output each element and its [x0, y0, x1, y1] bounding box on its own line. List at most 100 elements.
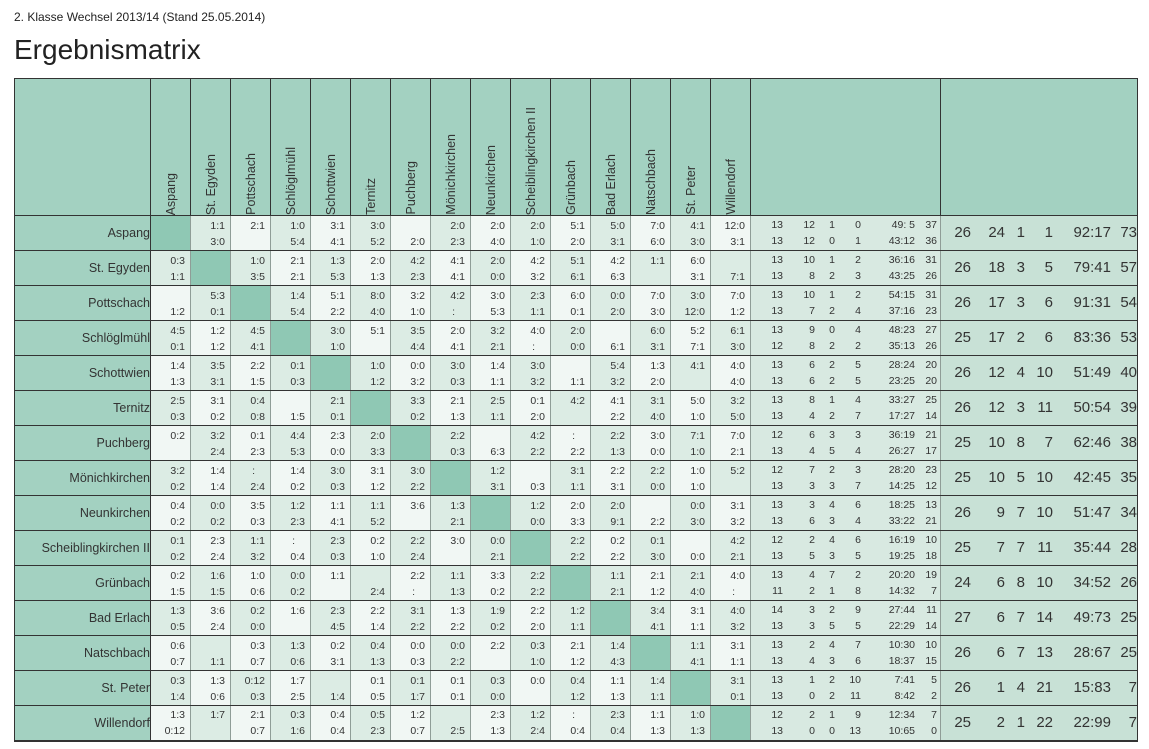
result-cell: 3:0 3:2 — [510, 355, 551, 391]
diagonal-cell — [270, 320, 311, 356]
stat-value: 21 — [925, 515, 937, 527]
home-result: 1:3 — [170, 709, 185, 722]
home-result: 1:4 — [210, 464, 225, 477]
result-cell: 0:4 0:4 — [310, 705, 351, 741]
away-result: 1:0 — [530, 235, 545, 248]
total-value: 22:99 — [1073, 713, 1111, 731]
total-value: 7 — [1044, 434, 1053, 451]
stat-value: 6 — [855, 655, 861, 667]
total-value: 6 — [1044, 294, 1053, 311]
home-result: 1:0 — [290, 219, 305, 232]
away-result: 1:5 — [210, 585, 225, 598]
season-totals: 26 6 7 13 28:67 25 — [940, 635, 1138, 671]
home-result — [551, 358, 590, 374]
result-cell: 3:1 1:1 — [550, 460, 591, 496]
away-result: 1:3 — [370, 270, 385, 283]
stat-value: 5 — [809, 550, 815, 562]
result-cell: 0:1 0:5 — [350, 670, 391, 706]
away-result: 0:4 — [610, 725, 625, 738]
result-cell: 3:0 1:0 — [310, 320, 351, 356]
result-cell: 2:1 — [230, 215, 271, 251]
result-cell: 0:0 3:0 — [670, 495, 711, 531]
away-result: 0:0 — [570, 340, 585, 353]
row-team-label: Neunkirchen — [14, 495, 151, 531]
home-result: 3:0 — [370, 219, 385, 232]
result-cell: 1:4 1:3 — [150, 355, 191, 391]
away-result: 0:2 — [410, 410, 425, 423]
result-cell: 4:0 4:0 — [710, 355, 751, 391]
result-cell: 3:0 5:3 — [470, 285, 511, 321]
column-team-header: St. Egyden — [190, 78, 231, 216]
stat-value: 4 — [829, 499, 835, 511]
home-result: 5:2 — [730, 464, 745, 477]
away-result: 4:3 — [610, 655, 625, 668]
home-result: 7:1 — [690, 429, 705, 442]
stat-value: 14:25 — [888, 480, 915, 492]
team-row: Neunkirchen 0:4 0:2 0:0 0:2 3:5 0:3 1:2 2:3 1:1 4:… — [14, 495, 1138, 531]
home-away-stats: 12 2 4 6 16:19 10 13 5 3 5 19:25 18 — [750, 530, 941, 566]
total-value: 35:44 — [1073, 539, 1111, 556]
stat-value: 9 — [809, 324, 815, 336]
away-result: 2:1 — [290, 270, 305, 283]
total-value: 49:73 — [1073, 609, 1111, 626]
home-away-stats-grid: 13 2 4 7 10:30 10 13 4 3 6 18:37 15 — [751, 637, 940, 669]
stat-value: 7 — [931, 585, 937, 597]
result-cell: 1:4 1:4 — [190, 460, 231, 496]
total-value: 57 — [1120, 259, 1137, 276]
away-result: 1:0 — [530, 655, 545, 668]
stat-value: 10:65 — [888, 724, 915, 737]
stat-value: 33:27 — [888, 394, 915, 406]
result-cell: 2:2 0:0 — [630, 460, 671, 496]
stat-value: 4 — [809, 655, 815, 667]
home-result: 0:0 — [450, 639, 465, 652]
home-result: 0:1 — [650, 534, 665, 547]
stat-value: 19 — [925, 569, 937, 581]
home-result: 2:2 — [530, 569, 545, 582]
home-result: 2:5 — [170, 394, 185, 407]
result-cell: 7:1 1:0 — [670, 425, 711, 461]
home-result: 2:3 — [210, 534, 225, 547]
away-result: 2:3 — [410, 270, 425, 283]
result-cell: 2:2 1:5 — [230, 355, 271, 391]
away-result: 2:3 — [370, 725, 385, 738]
away-result — [391, 514, 430, 530]
result-cell: 5:2 — [710, 460, 751, 496]
stat-value: 10 — [803, 254, 815, 266]
home-result: 3:2 — [490, 324, 505, 337]
home-result: 3:6 — [410, 499, 425, 512]
home-result: 3:1 — [690, 604, 705, 617]
result-cell: 1:2 2:4 — [510, 705, 551, 741]
season-totals: 26 24 1 1 92:17 73 — [940, 215, 1138, 251]
column-team-label: Ternitz — [363, 178, 378, 215]
home-result: 5:1 — [570, 219, 585, 232]
home-result: 0:0 — [210, 499, 225, 512]
season-totals-grid: 27 6 7 14 49:73 25 — [941, 609, 1137, 627]
result-cell: 2:4 — [350, 565, 391, 601]
stat-value: 4 — [829, 639, 835, 651]
total-value: 42:45 — [1073, 469, 1111, 486]
home-result: : — [572, 709, 575, 722]
result-cell: 2:5 0:3 — [150, 390, 191, 426]
home-result: 2:2 — [490, 639, 505, 652]
result-cell: 3:0 0:3 — [430, 355, 471, 391]
home-result: 3:1 — [330, 219, 345, 232]
stat-value: 2 — [829, 464, 835, 476]
home-result: 2:0 — [490, 254, 505, 267]
away-result: 2:4 — [210, 620, 225, 633]
home-away-stats: 13 10 1 2 54:15 31 13 7 2 4 37:16 23 — [750, 285, 941, 321]
total-value: 6 — [996, 574, 1005, 591]
column-team-label: Scheiblingkirchen II — [523, 106, 538, 215]
stat-value: 14 — [925, 620, 937, 632]
stat-value: 9 — [855, 604, 861, 616]
result-cell: 3:0 0:0 — [630, 425, 671, 461]
total-value: 26 — [1120, 574, 1137, 591]
home-result: 7:0 — [650, 289, 665, 302]
result-cell: 2:3 0:4 — [590, 705, 631, 741]
result-cell: 2:2 3:1 — [590, 460, 631, 496]
stat-value: 3 — [809, 604, 815, 616]
home-result: 3:6 — [210, 604, 225, 617]
stat-value: 36:19 — [888, 429, 915, 441]
total-value: 7 — [1016, 609, 1025, 626]
away-result: 0:6 — [290, 655, 305, 668]
away-result: 1:5 — [290, 410, 305, 423]
